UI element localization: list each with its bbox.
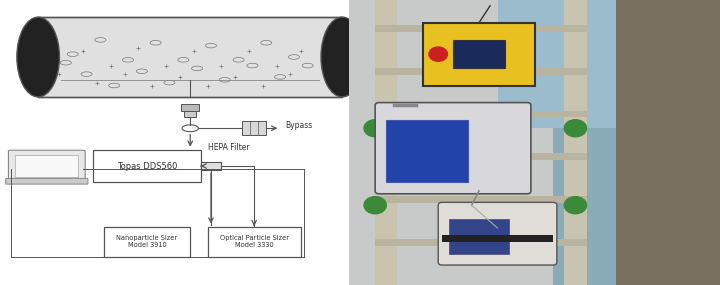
- Text: Bypass: Bypass: [286, 121, 313, 131]
- FancyBboxPatch shape: [386, 120, 468, 182]
- Circle shape: [364, 197, 387, 214]
- Ellipse shape: [321, 17, 364, 97]
- FancyBboxPatch shape: [9, 150, 85, 180]
- FancyBboxPatch shape: [449, 219, 508, 254]
- Circle shape: [564, 120, 587, 137]
- FancyBboxPatch shape: [184, 111, 197, 117]
- Circle shape: [364, 120, 387, 137]
- FancyBboxPatch shape: [349, 0, 553, 285]
- FancyBboxPatch shape: [242, 121, 266, 135]
- FancyBboxPatch shape: [38, 17, 342, 97]
- FancyBboxPatch shape: [375, 25, 587, 32]
- Text: Nanoparticle Sizer
Model 3910: Nanoparticle Sizer Model 3910: [117, 235, 178, 248]
- FancyBboxPatch shape: [15, 155, 78, 177]
- FancyBboxPatch shape: [201, 162, 221, 170]
- FancyBboxPatch shape: [375, 153, 587, 160]
- FancyBboxPatch shape: [442, 235, 553, 242]
- FancyBboxPatch shape: [453, 40, 505, 68]
- Circle shape: [564, 197, 587, 214]
- FancyBboxPatch shape: [438, 202, 557, 265]
- Ellipse shape: [17, 17, 60, 97]
- FancyBboxPatch shape: [375, 68, 587, 75]
- FancyBboxPatch shape: [375, 103, 531, 194]
- Circle shape: [182, 125, 199, 132]
- Circle shape: [429, 47, 447, 61]
- FancyBboxPatch shape: [375, 196, 587, 203]
- FancyBboxPatch shape: [375, 111, 587, 117]
- FancyBboxPatch shape: [498, 0, 720, 128]
- FancyBboxPatch shape: [375, 0, 397, 285]
- FancyBboxPatch shape: [207, 227, 301, 256]
- FancyBboxPatch shape: [349, 0, 720, 285]
- FancyBboxPatch shape: [564, 0, 587, 285]
- FancyBboxPatch shape: [94, 150, 201, 182]
- Text: Topas DDS560: Topas DDS560: [117, 162, 177, 170]
- Text: HEPA Filter: HEPA Filter: [207, 143, 249, 152]
- FancyBboxPatch shape: [181, 104, 199, 111]
- FancyBboxPatch shape: [375, 239, 587, 246]
- Text: Optical Particle Sizer
Model 3330: Optical Particle Sizer Model 3330: [220, 235, 289, 248]
- FancyBboxPatch shape: [104, 227, 190, 256]
- FancyBboxPatch shape: [6, 178, 88, 184]
- FancyBboxPatch shape: [423, 23, 534, 86]
- FancyBboxPatch shape: [616, 0, 720, 285]
